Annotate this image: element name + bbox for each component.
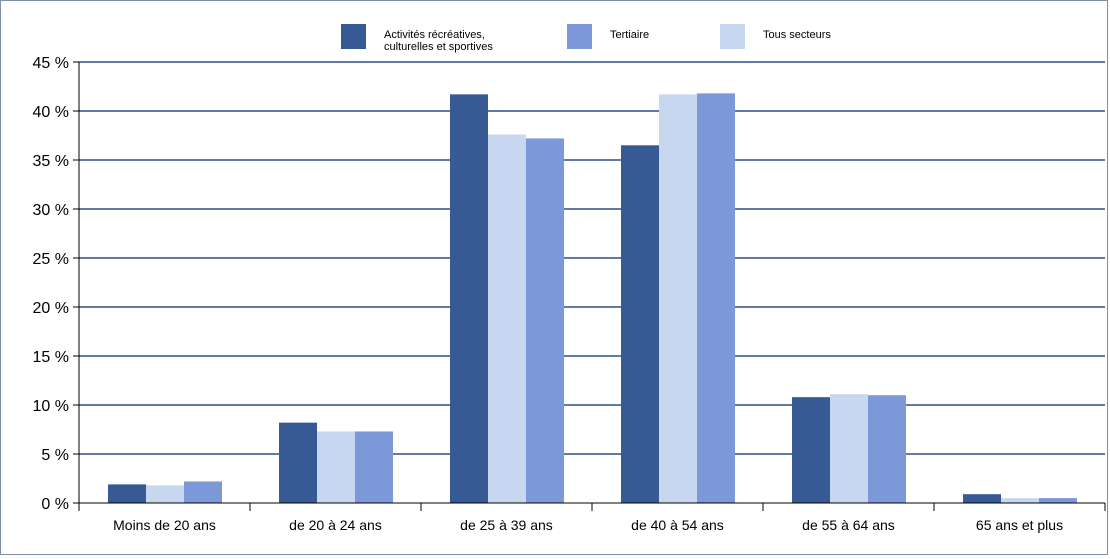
y-tick-label: 15 % <box>33 349 69 366</box>
bar <box>317 431 355 503</box>
bar <box>659 94 697 503</box>
legend-label: Activités récréatives, <box>384 29 485 41</box>
bar <box>146 485 184 503</box>
bar <box>526 138 564 503</box>
bar <box>697 93 735 504</box>
y-tick-label: 25 % <box>33 251 69 268</box>
legend-swatch <box>567 24 592 49</box>
y-tick-label: 30 % <box>33 202 69 219</box>
x-tick-label: de 25 à 39 ans <box>460 517 553 533</box>
y-tick-label: 35 % <box>33 153 69 170</box>
y-tick-label: 5 % <box>41 447 69 464</box>
x-tick-label: 65 ans et plus <box>976 517 1063 533</box>
bar <box>830 394 868 503</box>
bar <box>1001 498 1039 503</box>
bar <box>488 134 526 503</box>
y-tick-label: 20 % <box>33 300 69 317</box>
x-tick-label: de 20 à 24 ans <box>289 517 382 533</box>
axis-layer: 0 % 5 % 10 % 15 % 20 % 25 % 30 % 35 % 40 % 45 % Mo… <box>33 55 1106 533</box>
bar <box>963 494 1001 503</box>
legend-swatch <box>720 24 745 49</box>
legend-label: culturelles et sportives <box>384 41 493 53</box>
bar <box>184 481 222 503</box>
legend-swatch <box>341 24 366 49</box>
y-tick-label: 40 % <box>33 104 69 121</box>
bar <box>355 431 393 503</box>
legend-label: Tous secteurs <box>763 29 831 41</box>
bar <box>792 397 830 503</box>
bar <box>108 484 146 503</box>
x-tick-label: de 40 à 54 ans <box>631 517 724 533</box>
legend: Activités récréatives,culturelles et spo… <box>341 24 831 53</box>
y-tick-label: 10 % <box>33 398 69 415</box>
bar <box>450 94 488 503</box>
bar <box>868 395 906 503</box>
bar <box>279 422 317 503</box>
grid-layer <box>79 61 1105 455</box>
bar <box>1039 498 1077 503</box>
x-tick-label: Moins de 20 ans <box>113 517 216 533</box>
y-tick-label: 0 % <box>41 496 69 513</box>
bar <box>621 145 659 504</box>
bars-layer <box>108 93 1077 504</box>
y-tick-label: 45 % <box>33 55 69 72</box>
x-tick-label: de 55 à 64 ans <box>802 517 895 533</box>
legend-label: Tertiaire <box>610 29 649 41</box>
